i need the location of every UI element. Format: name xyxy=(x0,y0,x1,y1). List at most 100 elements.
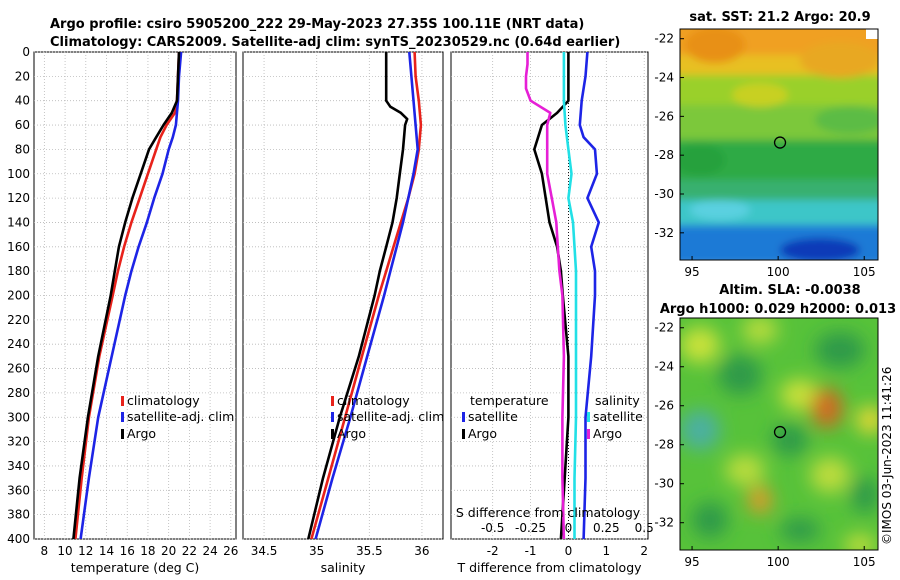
y-tick-label: 0 xyxy=(22,45,30,59)
legend-label: Argo xyxy=(468,426,497,441)
x-tick-label: 26 xyxy=(223,544,238,558)
legend-swatch xyxy=(331,412,334,422)
legend-swatch xyxy=(587,429,590,439)
x-tick-label: 34.5 xyxy=(251,544,278,558)
map-frame xyxy=(679,28,879,261)
x-axis-label: T difference from climatology xyxy=(456,560,642,575)
y-tick-label: 100 xyxy=(7,167,30,181)
map-x-tick-label: 100 xyxy=(767,265,790,279)
series-line-2 xyxy=(314,52,420,539)
legend-label: Argo xyxy=(127,426,156,441)
series-line-2 xyxy=(79,52,183,539)
legend-swatch xyxy=(121,412,124,422)
sla-field xyxy=(680,318,878,550)
map-y-tick-label: -30 xyxy=(654,187,674,201)
x-tick-label: 20 xyxy=(161,544,176,558)
map-y-tick-label: -22 xyxy=(654,32,674,46)
y-tick-label: 300 xyxy=(7,410,30,424)
x-tick-label-top: 0 xyxy=(565,521,573,535)
y-tick-label: 320 xyxy=(7,435,30,449)
series-line-1 xyxy=(578,52,601,539)
map-x-tick-label: 95 xyxy=(684,265,699,279)
y-tick-label: 160 xyxy=(7,240,30,254)
sst-map-title: sat. SST: 21.2 Argo: 20.9 xyxy=(689,10,870,25)
map-x-tick-label: 95 xyxy=(684,555,699,569)
map-y-tick-label: -26 xyxy=(654,109,674,123)
legend-swatch xyxy=(462,412,465,422)
legend-title-salinity: salinity xyxy=(595,393,640,408)
series-group xyxy=(307,52,423,539)
y-tick-label: 40 xyxy=(15,94,30,108)
sla-map: 95 100 105 -22 -24 -26 -28 -30 -32 xyxy=(654,317,879,569)
credit-text: ©IMOS 03-Jun-2023 11:41:26 xyxy=(880,366,894,545)
y-tick-label: 140 xyxy=(7,215,30,229)
title-line-2: Climatology: CARS2009. Satellite-adj cli… xyxy=(50,35,620,50)
x-tick-label: 14 xyxy=(99,544,114,558)
x-tick-label: 22 xyxy=(182,544,197,558)
series-line-3 xyxy=(307,52,409,539)
map-y-tick-label: -28 xyxy=(654,438,674,452)
series-line-4 xyxy=(524,52,566,539)
legend-swatch xyxy=(462,429,465,439)
x-tick-label-top: -0.25 xyxy=(515,521,546,535)
y-tick-label: 400 xyxy=(7,532,30,546)
map-y-tick-label: -32 xyxy=(654,516,674,530)
title-line-1: Argo profile: csiro 5905200_222 29-May-2… xyxy=(50,17,584,32)
series-group xyxy=(524,52,601,539)
x-tick-label: 36 xyxy=(414,544,429,558)
plot-frame xyxy=(450,51,649,540)
x-tick-label: 1 xyxy=(603,544,611,558)
series-group xyxy=(72,52,183,539)
x-tick-label: 2 xyxy=(640,544,648,558)
x-axis-label-top: S difference from climatology xyxy=(456,505,641,520)
map-x-tick-label: 105 xyxy=(853,265,876,279)
y-tick-label: 240 xyxy=(7,337,30,351)
y-tick-label: 360 xyxy=(7,483,30,497)
x-tick-label-top: -0.5 xyxy=(481,521,504,535)
x-tick-label: 0 xyxy=(565,544,573,558)
sla-map-subtitle: Argo h1000: 0.029 h2000: 0.013 xyxy=(660,302,896,317)
series-line-3 xyxy=(562,52,578,539)
y-tick-label: 260 xyxy=(7,362,30,376)
map-x-tick-label: 105 xyxy=(853,555,876,569)
map-y-tick-label: -30 xyxy=(654,477,674,491)
map-y-tick-label: -26 xyxy=(654,399,674,413)
y-tick-label: 380 xyxy=(7,508,30,522)
temperature-panel: 8 10 12 14 16 18 20 22 24 26020406080100120140160… xyxy=(7,45,238,575)
x-axis-label: salinity xyxy=(321,560,366,575)
y-tick-label: 180 xyxy=(7,264,30,278)
map-x-tick-label: 100 xyxy=(767,555,790,569)
legend-label: satellite xyxy=(468,409,518,424)
x-tick-label: 10 xyxy=(57,544,72,558)
y-tick-label: 80 xyxy=(15,142,30,156)
x-axis-label: temperature (deg C) xyxy=(71,560,200,575)
y-tick-label: 340 xyxy=(7,459,30,473)
x-tick-label: 8 xyxy=(41,544,49,558)
sla-map-title: Altim. SLA: -0.0038 xyxy=(719,283,860,298)
legend-label: satellite-adj. clim xyxy=(127,409,234,424)
y-tick-label: 120 xyxy=(7,191,30,205)
map-y-tick-label: -32 xyxy=(654,226,674,240)
argo-position-marker xyxy=(773,425,787,439)
y-tick-label: 280 xyxy=(7,386,30,400)
series-line-2 xyxy=(532,52,570,539)
series-line-1 xyxy=(310,52,423,539)
legend-swatch xyxy=(587,412,590,422)
x-tick-label: 18 xyxy=(140,544,155,558)
legend-swatch xyxy=(121,429,124,439)
y-tick-label: 220 xyxy=(7,313,30,327)
legend-label: climatology xyxy=(127,393,200,408)
legend-swatch xyxy=(331,429,334,439)
map-y-tick-label: -28 xyxy=(654,148,674,162)
x-tick-label: 24 xyxy=(202,544,217,558)
x-tick-label: 35.5 xyxy=(356,544,383,558)
legend-label: Argo xyxy=(337,426,366,441)
legend-label: satellite-adj. clim xyxy=(337,409,444,424)
series-line-3 xyxy=(72,52,181,539)
legend-swatch xyxy=(121,396,124,406)
x-tick-label: 16 xyxy=(120,544,135,558)
map-y-tick-label: -22 xyxy=(654,321,674,335)
legend-label: Argo xyxy=(593,426,622,441)
x-tick-label-top: 0.5 xyxy=(635,521,654,535)
